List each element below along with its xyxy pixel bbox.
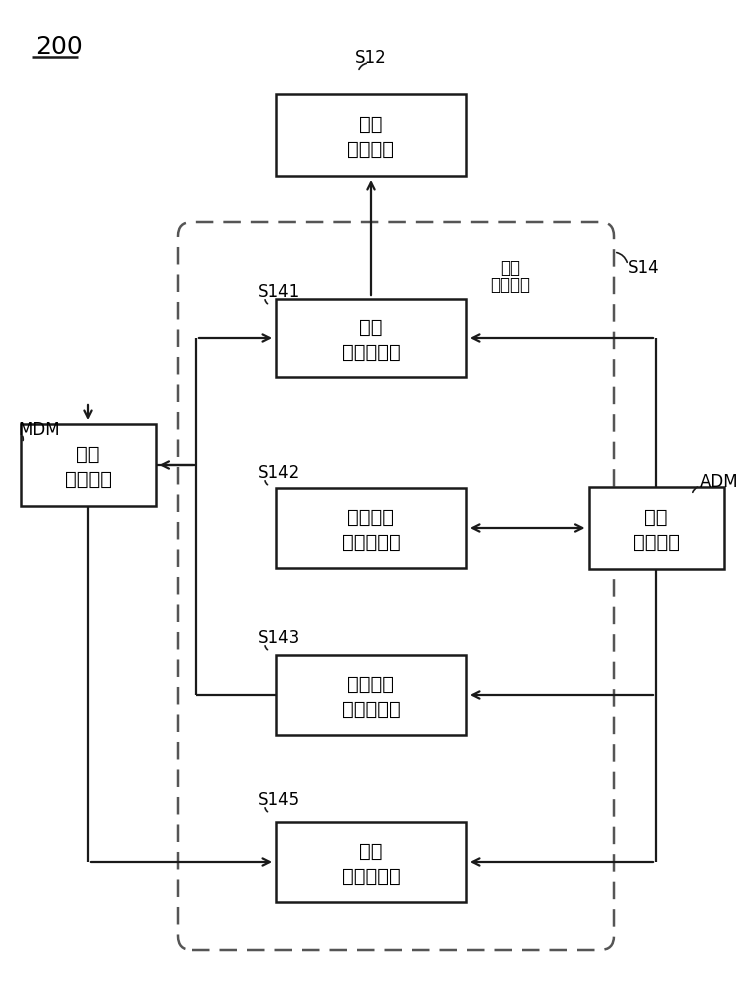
Text: S14: S14 xyxy=(628,259,660,277)
Text: 接管子步骤: 接管子步骤 xyxy=(341,867,401,886)
Text: 安全: 安全 xyxy=(359,842,383,861)
Text: S145: S145 xyxy=(258,791,300,809)
Text: 驾驶模块: 驾驶模块 xyxy=(632,533,680,552)
Text: MDM: MDM xyxy=(18,421,59,439)
Text: 侵测步骤: 侵测步骤 xyxy=(347,140,395,159)
Text: 驾驶介入: 驾驶介入 xyxy=(347,508,395,527)
Text: S142: S142 xyxy=(258,464,301,482)
Text: S141: S141 xyxy=(258,283,301,301)
Text: 环境: 环境 xyxy=(359,115,383,134)
Text: 驾驶模式: 驾驶模式 xyxy=(65,470,111,489)
Bar xyxy=(276,655,466,735)
Text: 侵测子步骤: 侵测子步骤 xyxy=(341,533,401,552)
Bar xyxy=(276,822,466,902)
Text: 200: 200 xyxy=(35,35,83,59)
Text: ADM: ADM xyxy=(700,473,738,491)
Text: 切换子步骤: 切换子步骤 xyxy=(341,700,401,719)
Bar xyxy=(588,487,723,569)
Text: 判断步骤: 判断步骤 xyxy=(490,276,530,294)
Text: 启动子步骤: 启动子步骤 xyxy=(341,343,401,362)
Bar xyxy=(276,94,466,176)
Text: S12: S12 xyxy=(355,49,387,67)
Text: 系统要求: 系统要求 xyxy=(347,675,395,694)
Text: 装置: 装置 xyxy=(359,318,383,337)
Text: 自动: 自动 xyxy=(644,508,668,527)
Text: S143: S143 xyxy=(258,629,301,647)
Bar xyxy=(276,299,466,377)
Text: 模式: 模式 xyxy=(500,259,520,277)
Bar xyxy=(276,488,466,568)
Bar xyxy=(21,424,156,506)
Text: 手动: 手动 xyxy=(76,445,99,464)
